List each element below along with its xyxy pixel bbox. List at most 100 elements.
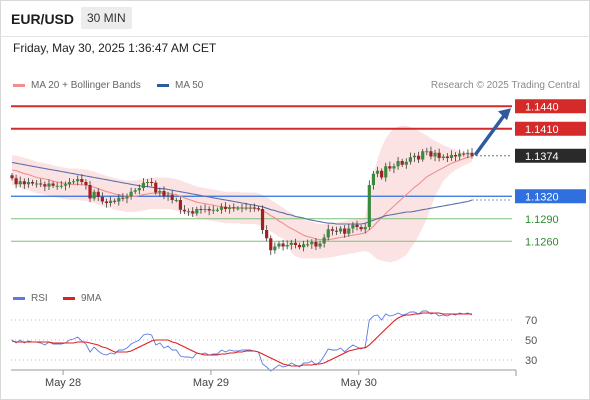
candle-body xyxy=(35,183,39,185)
candle-body xyxy=(425,151,429,153)
candle-body xyxy=(384,166,388,178)
candle-body xyxy=(108,200,113,203)
candle-body xyxy=(166,194,170,197)
candle-body xyxy=(421,151,425,160)
candle-body xyxy=(187,211,191,213)
ma50-legend-label: MA 50 xyxy=(175,80,204,91)
candle-body xyxy=(293,242,297,245)
candle-body xyxy=(318,243,322,247)
candle-body xyxy=(76,179,80,182)
candle-body xyxy=(470,152,474,156)
candle-body xyxy=(310,242,314,245)
current-price-label: 1.1374 xyxy=(525,151,559,163)
candle-body xyxy=(10,175,14,179)
candle-body xyxy=(158,191,162,193)
candle-body xyxy=(215,209,219,211)
candle-body xyxy=(141,182,146,188)
candle-body xyxy=(396,161,400,167)
legend-ma50: MA 50 xyxy=(157,80,203,91)
candle-body xyxy=(408,157,412,162)
level-label-1.1290: 1.1290 xyxy=(525,214,559,226)
candle-body xyxy=(466,152,470,155)
candle-body xyxy=(236,208,240,210)
candle-body xyxy=(400,161,404,165)
candle-body xyxy=(269,238,273,251)
candle-body xyxy=(125,196,129,199)
candle-body xyxy=(207,209,211,211)
ma9-legend-label: 9MA xyxy=(81,293,102,304)
ma20-swatch xyxy=(13,84,25,87)
forecast-arrow-shaft xyxy=(474,112,507,156)
candle-body xyxy=(211,209,215,211)
symbol-label: EUR/USD xyxy=(11,11,75,27)
candle-body xyxy=(96,191,100,197)
candle-body xyxy=(375,170,380,174)
candle-body xyxy=(355,224,359,227)
candle-body xyxy=(137,188,141,191)
candle-body xyxy=(72,181,76,183)
candle-body xyxy=(256,208,261,210)
candle-body xyxy=(240,207,244,209)
candle-body xyxy=(80,179,84,182)
candle-body xyxy=(219,206,224,210)
candle-body xyxy=(453,155,458,157)
level-tag-1.1410 xyxy=(515,121,586,136)
candle-body xyxy=(150,182,154,183)
forecast-arrow-head xyxy=(498,108,511,121)
candle-body xyxy=(449,155,454,158)
candle-body xyxy=(429,151,433,157)
candle-body xyxy=(297,245,302,248)
ma20-legend-label: MA 20 + Bollinger Bands xyxy=(31,80,141,91)
candle-body xyxy=(133,190,137,192)
candle-body xyxy=(129,191,133,197)
ma9-swatch xyxy=(63,297,75,300)
candle-body xyxy=(306,244,310,246)
rsi-line xyxy=(11,310,473,372)
candle-body xyxy=(30,182,35,184)
candle-body xyxy=(265,230,269,239)
candle-body xyxy=(285,245,289,247)
candle-body xyxy=(462,153,466,155)
ma50-swatch xyxy=(157,84,169,87)
candle-body xyxy=(322,237,326,244)
x-axis: May 28 May 29 May 30 xyxy=(11,369,517,389)
level-label-1.1320: 1.1320 xyxy=(525,191,559,203)
candle-body xyxy=(121,197,125,199)
candle-body xyxy=(277,243,281,247)
candle-body xyxy=(39,183,43,185)
candle-body xyxy=(145,182,150,183)
candle-body xyxy=(47,183,51,187)
rsi-swatch xyxy=(13,297,25,300)
candle-body xyxy=(441,156,445,158)
candle-body xyxy=(223,206,228,209)
level-tag-1.1320 xyxy=(515,189,586,204)
candle-body xyxy=(63,184,67,186)
candle-body xyxy=(371,173,376,185)
timeframe-button[interactable]: 30 MIN xyxy=(81,7,132,29)
current-price-tag xyxy=(515,148,586,163)
candles-layer xyxy=(10,146,474,255)
candle-body xyxy=(100,197,104,202)
ma50-line xyxy=(11,161,473,225)
candle-body xyxy=(437,152,441,158)
candle-body xyxy=(351,224,355,229)
candle-body xyxy=(84,182,88,185)
candle-body xyxy=(359,227,363,230)
candle-body xyxy=(59,185,63,187)
candle-body xyxy=(244,207,248,209)
candle-body xyxy=(363,227,367,230)
candle-body xyxy=(289,242,293,245)
candle-body xyxy=(367,185,371,227)
x-tick-label: May 30 xyxy=(341,377,377,389)
candle-body xyxy=(170,194,174,200)
candle-body xyxy=(334,230,339,232)
candle-body xyxy=(273,246,277,251)
candle-body xyxy=(162,191,166,197)
datetime-label: Friday, May 30, 2025 1:36:47 AM CET xyxy=(13,41,217,55)
candle-body xyxy=(195,209,199,214)
candle-body xyxy=(445,156,449,158)
candle-body xyxy=(433,152,437,157)
candle-body xyxy=(14,178,18,185)
rsi-tick-70: 70 xyxy=(525,315,537,327)
candle-body xyxy=(252,207,256,209)
